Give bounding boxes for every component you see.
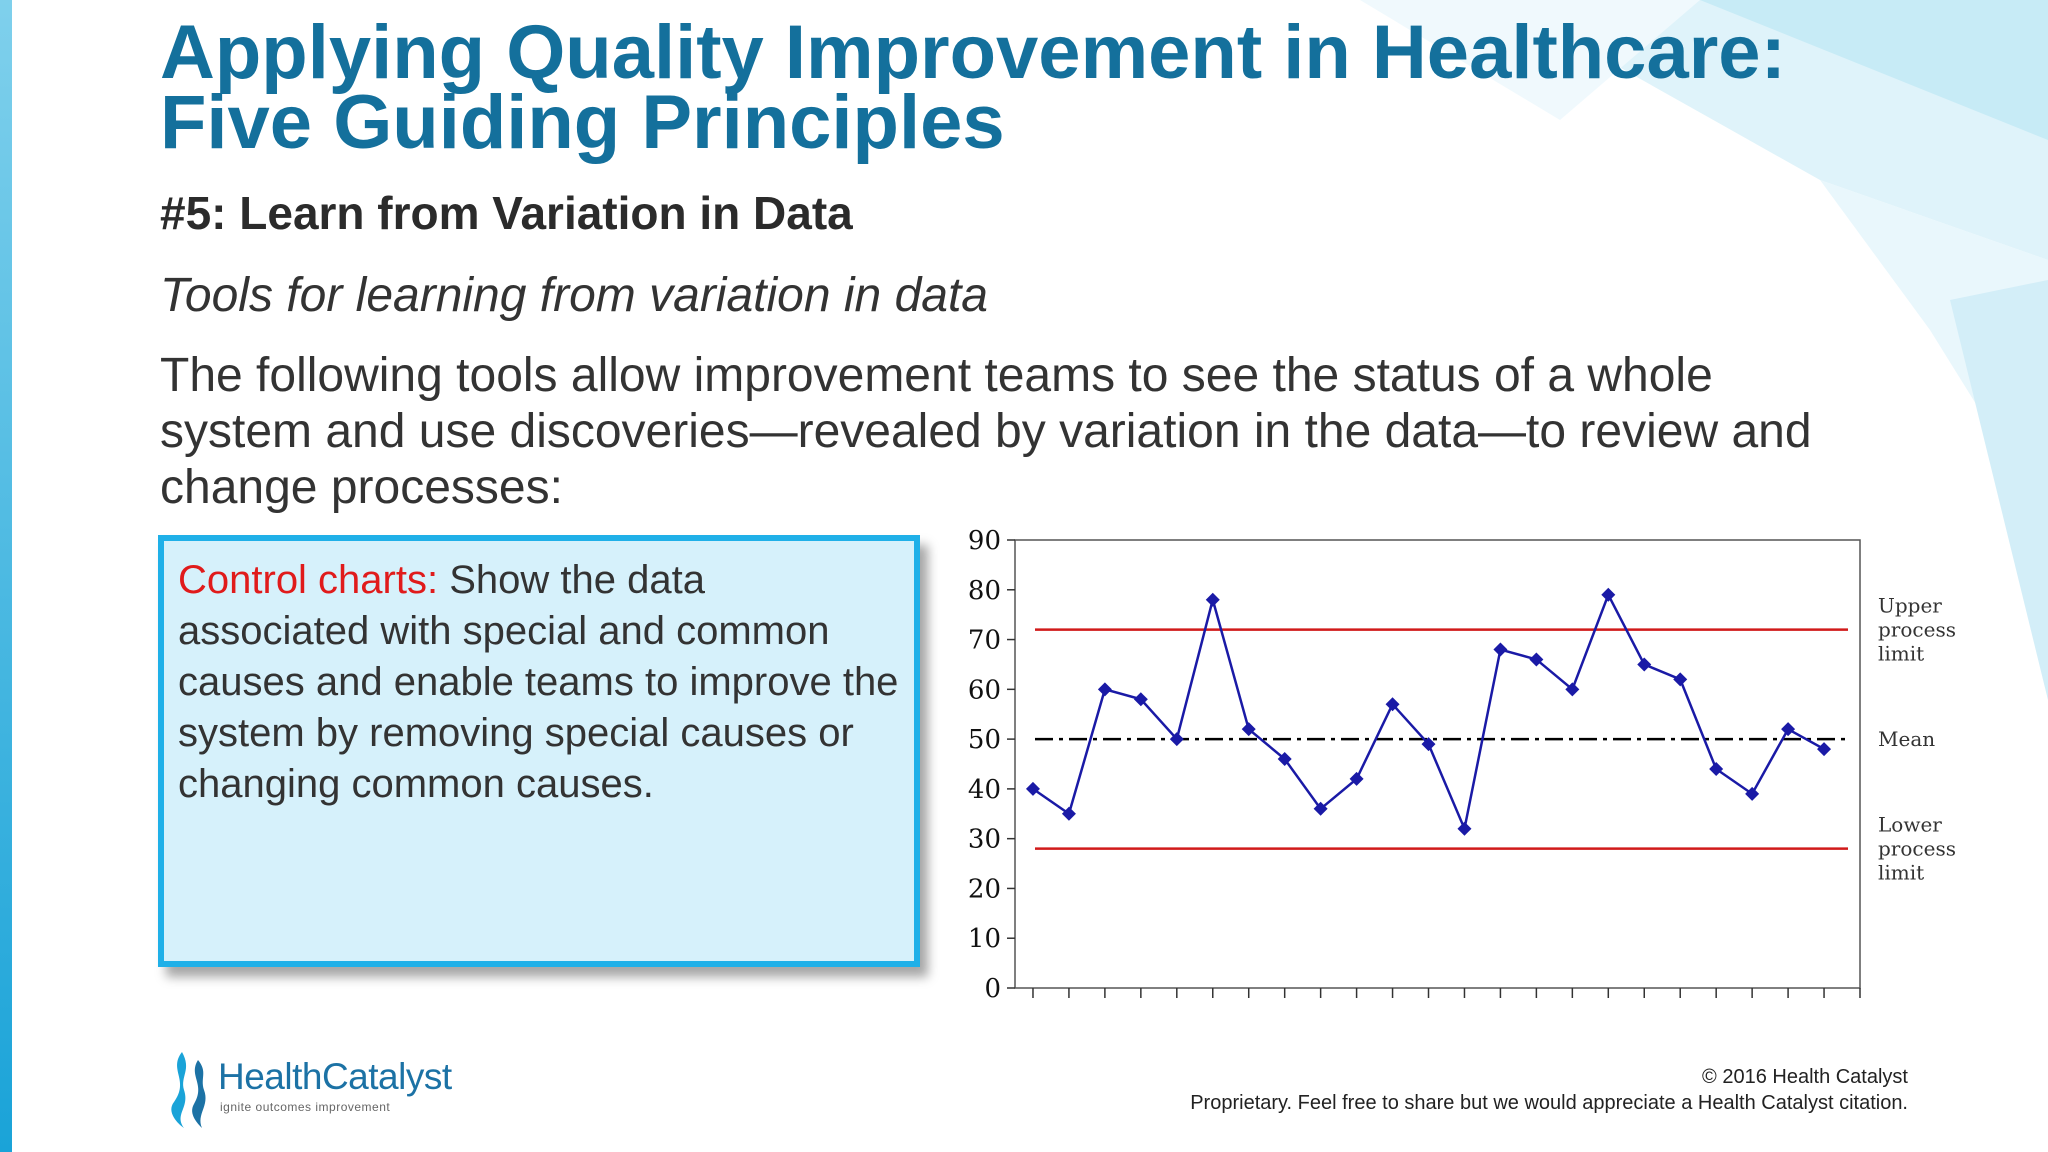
data-point [1061, 806, 1076, 821]
data-point [1781, 722, 1796, 737]
data-point [1709, 761, 1724, 776]
data-point [1637, 657, 1652, 672]
data-point [1097, 682, 1112, 697]
y-tick-label: 90 [968, 526, 1001, 556]
plot-frame [1014, 539, 1861, 989]
data-point [1385, 697, 1400, 712]
y-tick-label: 0 [984, 974, 1001, 1004]
data-point [1601, 587, 1616, 602]
reference-label: Lower [1878, 813, 1942, 837]
y-tick-label: 80 [968, 576, 1001, 606]
data-point [1349, 771, 1364, 786]
citation-note: Proprietary. Feel free to share but we w… [1190, 1092, 1908, 1114]
body-paragraph: The following tools allow improvement te… [160, 349, 1812, 514]
y-tick-label: 60 [968, 675, 1001, 705]
health-catalyst-logo: HealthCatalyst ignite outcomes improveme… [160, 1050, 480, 1130]
y-tick-label: 40 [968, 775, 1001, 805]
y-tick-label: 10 [968, 924, 1001, 954]
reference-label: process [1878, 837, 1956, 861]
reference-label: Mean [1878, 727, 1935, 751]
y-tick-label: 30 [968, 825, 1001, 855]
flame-icon [171, 1052, 206, 1128]
data-point [1529, 652, 1544, 667]
y-tick-label: 20 [968, 874, 1001, 904]
data-point [1493, 642, 1508, 657]
data-point [1025, 781, 1040, 796]
data-point [1277, 752, 1292, 767]
data-point [1421, 737, 1436, 752]
logo-tagline: ignite outcomes improvement [220, 1100, 391, 1114]
italic-subheading: Tools for learning from variation in dat… [160, 269, 988, 322]
data-point [1313, 801, 1328, 816]
control-chart-svg: 0102030405060708090UpperprocesslimitMean… [968, 526, 1956, 1004]
title-line-2: Five Guiding Principles [160, 80, 1005, 165]
data-point [1457, 821, 1472, 836]
page-title: Applying Quality Improvement in Healthca… [160, 15, 1786, 161]
data-point [1565, 682, 1580, 697]
data-point [1169, 732, 1184, 747]
left-accent-bar [0, 0, 12, 1152]
data-point [1241, 722, 1256, 737]
data-point [1205, 592, 1220, 607]
callout-text: Show the data associated with special an… [178, 558, 899, 806]
title-line-1: Applying Quality Improvement in Healthca… [160, 10, 1786, 95]
control-charts-callout: Control charts: Show the data associated… [158, 535, 920, 967]
data-point [1133, 692, 1148, 707]
logo-wordmark: HealthCatalyst [218, 1056, 452, 1097]
control-chart: 0 10 20 30 40 50 60 70 80 90 Upper process limit Mean… [950, 515, 1970, 1015]
principle-heading: #5: Learn from Variation in Data [160, 187, 853, 239]
y-tick-label: 70 [968, 626, 1001, 656]
callout-term: Control charts: [178, 558, 439, 602]
reference-label: Upper [1878, 594, 1942, 618]
data-point [1817, 742, 1832, 757]
footer: © 2016 Health Catalyst Proprietary. Feel… [1190, 1064, 1908, 1116]
reference-label: limit [1878, 861, 1924, 885]
data-point [1673, 672, 1688, 687]
copyright-text: © 2016 Health Catalyst [1702, 1066, 1908, 1088]
data-point [1745, 786, 1760, 801]
reference-label: process [1878, 618, 1956, 642]
y-tick-label: 50 [968, 725, 1001, 755]
reference-label: limit [1878, 642, 1924, 666]
